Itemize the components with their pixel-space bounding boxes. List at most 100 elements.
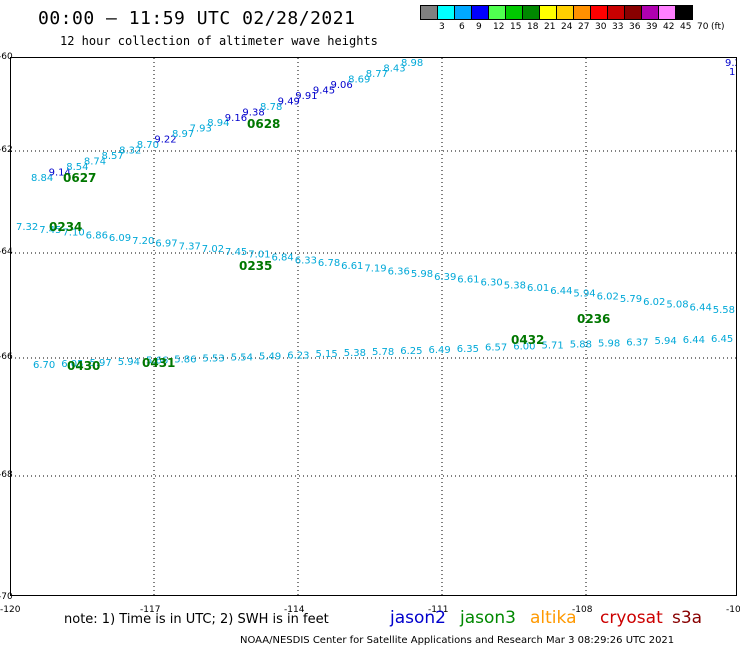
legend-labels: 3 6 9 12 15 18 21 24 27 30 33 36 39 42 45 70 (ft) xyxy=(421,22,740,36)
legend-swatch xyxy=(454,5,472,20)
legend-swatch xyxy=(624,5,642,20)
wave-height-value: 8.78 xyxy=(260,102,282,113)
legend-swatch xyxy=(675,5,693,20)
lat-tick-label: -68 xyxy=(0,470,13,480)
wave-height-value: 6.39 xyxy=(434,272,456,283)
wave-height-value: 6.78 xyxy=(318,258,340,269)
wave-height-value: 5.15 xyxy=(316,349,338,360)
wave-height-value: 6.44 xyxy=(550,286,572,297)
pass-time-label: 0431 xyxy=(142,356,175,370)
wave-height-value: 9.38 xyxy=(242,107,264,118)
wave-height-value: 7.01 xyxy=(248,250,270,261)
lon-tick-label: -108 xyxy=(572,605,593,615)
map-subtitle: 12 hour collection of altimeter wave hei… xyxy=(60,34,378,48)
wave-height-value: 6.02 xyxy=(643,297,665,308)
wave-height-value: 5.58 xyxy=(713,305,735,316)
lat-tick-label: -60 xyxy=(0,52,13,62)
wave-height-value: 8.98 xyxy=(401,58,423,69)
wave-height-value: 6.57 xyxy=(485,343,507,354)
lon-tick-label: -10 xyxy=(726,605,740,615)
wave-height-value: 9.49 xyxy=(278,96,300,107)
legend-swatch xyxy=(658,5,676,20)
wave-height-value: 9.14 xyxy=(49,168,71,179)
lat-tick-label: -64 xyxy=(0,247,13,257)
credit-line: NOAA/NESDIS Center for Satellite Applica… xyxy=(240,635,675,646)
wave-height-value: 5.98 xyxy=(411,269,433,280)
wave-height-value: 5.53 xyxy=(203,354,225,365)
wave-height-value: 5.94 xyxy=(655,336,677,347)
wave-height-value: 8.97 xyxy=(172,129,194,140)
wave-height-value: 5.54 xyxy=(231,352,253,363)
wave-height-value: 6.44 xyxy=(690,302,712,313)
legend-swatch xyxy=(437,5,455,20)
legend-swatch xyxy=(590,5,608,20)
wave-height-value: 8.77 xyxy=(366,69,388,80)
legend-label: 33 xyxy=(612,22,624,32)
pass-time-label: 0627 xyxy=(63,171,96,185)
legend-label: 27 xyxy=(578,22,590,32)
wave-height-value: 6.97 xyxy=(155,239,177,250)
lon-tick-label: -111 xyxy=(428,605,449,615)
wave-height-value: 6.33 xyxy=(295,255,317,266)
wave-height-value: 7.45 xyxy=(225,247,247,258)
wave-height-value: 6.44 xyxy=(683,335,705,346)
wave-height-value: 10 xyxy=(729,67,736,78)
satellite-jason3: jason3 xyxy=(460,608,516,628)
wave-height-value: 5.66 xyxy=(146,356,168,367)
wave-height-value: 5.86 xyxy=(174,355,196,366)
lon-tick-label: -114 xyxy=(284,605,305,615)
wave-height-value: 5.98 xyxy=(598,338,620,349)
wave-height-value: 8.74 xyxy=(84,157,106,168)
legend-label: 24 xyxy=(561,22,573,32)
legend-swatch xyxy=(471,5,489,20)
wave-height-value: 5.79 xyxy=(620,294,642,305)
legend-label: 30 xyxy=(595,22,607,32)
wave-height-value: 9.16 xyxy=(225,113,247,124)
legend-label: 42 xyxy=(663,22,675,32)
legend-label: 3 xyxy=(439,22,445,32)
wave-height-value: 5.88 xyxy=(570,339,592,350)
legend-swatch xyxy=(556,5,574,20)
lat-tick-label: -62 xyxy=(0,145,13,155)
wave-height-value: 6.25 xyxy=(400,346,422,357)
legend-label: 36 xyxy=(629,22,641,32)
wave-height-value: 5.94 xyxy=(573,289,595,300)
wave-height-value: 9.22 xyxy=(154,135,176,146)
wave-height-value: 5.49 xyxy=(259,351,281,362)
wave-height-value: 7.02 xyxy=(202,244,224,255)
legend-swatch xyxy=(488,5,506,20)
wave-height-value: 9.45 xyxy=(313,85,335,96)
wave-height-value: 6.61 xyxy=(341,261,363,272)
wave-height-value: 6.37 xyxy=(626,337,648,348)
lon-tick-label: -120 xyxy=(0,605,21,615)
legend-swatch xyxy=(505,5,523,20)
wave-height-value: 6.61 xyxy=(457,275,479,286)
pass-time-label: 0235 xyxy=(239,259,272,273)
legend-label: 18 xyxy=(527,22,539,32)
wave-height-value: 8.69 xyxy=(348,74,370,85)
pass-time-label: 0430 xyxy=(67,359,100,373)
legend-label: 6 xyxy=(459,22,465,32)
wave-height-value: 6.01 xyxy=(527,283,549,294)
legend-unit: (ft) xyxy=(711,22,725,32)
legend-swatch xyxy=(607,5,625,20)
wave-height-value: 6.84 xyxy=(271,253,293,264)
satellite-cryosat: cryosat xyxy=(600,608,663,628)
wave-height-value: 9.91 xyxy=(295,91,317,102)
wave-height-value: 5.71 xyxy=(542,341,564,352)
wave-height-value: 6.00 xyxy=(513,342,535,353)
wave-height-value: 5.08 xyxy=(666,300,688,311)
wave-height-value: 5.38 xyxy=(344,348,366,359)
wave-height-value: 8.54 xyxy=(66,162,88,173)
wave-height-value: 5.38 xyxy=(504,280,526,291)
wave-height-value: 7.45 xyxy=(39,225,61,236)
wave-height-value: 8.94 xyxy=(207,118,229,129)
pass-time-label: 0628 xyxy=(247,117,280,131)
wave-height-value: 8.84 xyxy=(31,173,53,184)
legend-label: 12 xyxy=(493,22,505,32)
legend-label: 39 xyxy=(646,22,658,32)
wave-height-value: 7.37 xyxy=(179,241,201,252)
wave-height-value: 5.78 xyxy=(372,347,394,358)
wave-height-value: 6.45 xyxy=(711,334,733,345)
